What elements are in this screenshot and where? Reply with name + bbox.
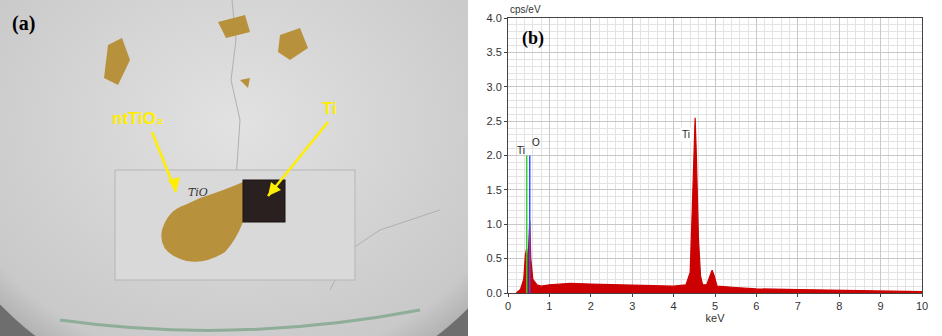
svg-text:9: 9 bbox=[878, 300, 884, 312]
svg-text:4: 4 bbox=[671, 300, 677, 312]
svg-text:(a): (a) bbox=[12, 12, 35, 35]
svg-text:Ti: Ti bbox=[517, 145, 525, 156]
svg-text:1: 1 bbox=[546, 300, 552, 312]
svg-text:cps/eV: cps/eV bbox=[510, 4, 541, 15]
svg-text:0.0: 0.0 bbox=[487, 287, 502, 299]
svg-text:3.0: 3.0 bbox=[487, 81, 502, 93]
svg-text:TiO: TiO bbox=[188, 186, 208, 199]
svg-text:1.5: 1.5 bbox=[487, 184, 502, 196]
svg-text:Ti: Ti bbox=[682, 129, 690, 140]
svg-text:0.5: 0.5 bbox=[487, 252, 502, 264]
svg-text:1.0: 1.0 bbox=[487, 218, 502, 230]
svg-text:5: 5 bbox=[712, 300, 718, 312]
svg-text:Ti: Ti bbox=[322, 99, 337, 118]
svg-text:2: 2 bbox=[588, 300, 594, 312]
svg-text:ntTiO₂: ntTiO₂ bbox=[112, 109, 164, 128]
svg-text:(b): (b) bbox=[522, 28, 544, 49]
svg-text:2.5: 2.5 bbox=[487, 115, 502, 127]
svg-text:8: 8 bbox=[836, 300, 842, 312]
svg-text:2.0: 2.0 bbox=[487, 149, 502, 161]
svg-text:6: 6 bbox=[753, 300, 759, 312]
svg-text:7: 7 bbox=[795, 300, 801, 312]
svg-text:3: 3 bbox=[629, 300, 635, 312]
svg-text:0: 0 bbox=[505, 300, 511, 312]
svg-text:keV: keV bbox=[706, 312, 726, 324]
svg-text:O: O bbox=[532, 137, 540, 148]
svg-text:4.0: 4.0 bbox=[487, 12, 502, 24]
svg-text:10: 10 bbox=[916, 300, 928, 312]
svg-text:3.5: 3.5 bbox=[487, 46, 502, 58]
